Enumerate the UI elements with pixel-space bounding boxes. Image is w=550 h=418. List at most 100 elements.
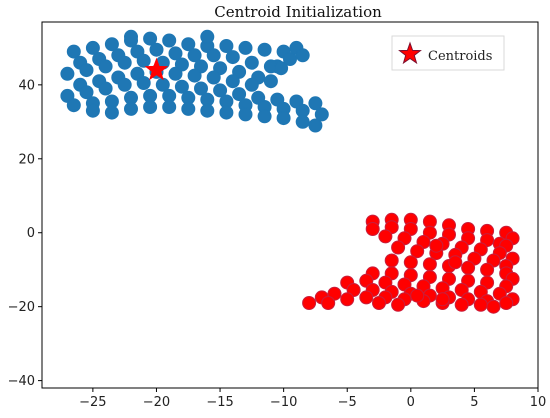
data-point — [66, 44, 81, 59]
data-point — [206, 48, 221, 63]
x-tick-label: 0 — [407, 395, 415, 410]
data-point — [435, 292, 450, 307]
x-tick-label: −25 — [79, 395, 106, 410]
data-point — [79, 63, 94, 78]
x-tick-label: 5 — [470, 395, 478, 410]
data-point — [181, 101, 196, 116]
data-point — [283, 52, 297, 66]
data-point — [124, 29, 138, 44]
data-point — [378, 229, 393, 244]
data-point — [85, 40, 100, 55]
data-point — [104, 37, 119, 52]
data-point — [238, 107, 253, 122]
data-point — [448, 255, 463, 270]
data-point — [274, 61, 289, 76]
data-point — [295, 114, 310, 129]
data-point — [480, 262, 495, 277]
data-point — [219, 105, 234, 120]
series-1 — [302, 212, 520, 314]
legend-star-shape — [398, 41, 422, 65]
data-point — [391, 240, 406, 255]
data-point — [473, 297, 488, 312]
x-tick-label: −15 — [206, 395, 233, 410]
data-point — [60, 66, 75, 81]
data-point — [295, 48, 310, 63]
data-point — [486, 299, 501, 314]
data-point — [98, 81, 113, 96]
legend-label: Centroids — [428, 49, 492, 64]
data-point — [213, 83, 228, 98]
data-point — [410, 288, 425, 303]
data-point — [302, 296, 317, 310]
data-point — [181, 37, 196, 52]
data-point — [244, 77, 259, 92]
legend: Centroids — [391, 35, 505, 71]
data-point — [219, 39, 234, 53]
data-point — [263, 74, 278, 89]
data-point — [136, 53, 151, 68]
data-point — [143, 100, 158, 114]
data-point — [124, 101, 138, 116]
data-point — [85, 103, 100, 118]
data-point — [321, 296, 336, 310]
data-point — [461, 260, 476, 275]
data-point — [79, 85, 94, 100]
data-point — [410, 244, 425, 259]
data-point — [168, 66, 183, 81]
data-point — [384, 253, 399, 268]
data-point — [66, 98, 81, 113]
data-point — [200, 103, 215, 118]
y-tick-label: −40 — [8, 374, 35, 389]
data-point — [359, 290, 374, 305]
x-tick-label: −5 — [338, 395, 357, 410]
data-point — [454, 297, 469, 312]
chart-title: Centroid Initialization — [214, 3, 382, 21]
data-point — [225, 50, 240, 65]
data-point — [365, 222, 380, 236]
data-point — [422, 257, 437, 272]
data-point — [187, 68, 202, 83]
data-point — [117, 55, 132, 70]
legend-star-icon — [398, 41, 422, 65]
data-point — [308, 96, 323, 111]
series-0 — [60, 29, 329, 133]
x-axis: −25 −20 −15 −10 −5 0 5 10 — [79, 388, 546, 410]
data-point — [168, 46, 183, 61]
data-point — [308, 118, 323, 133]
data-point — [162, 33, 177, 48]
data-point — [149, 42, 164, 57]
data-point — [200, 29, 215, 44]
data-point — [276, 111, 291, 126]
plot-frame — [41, 21, 539, 389]
y-tick-label: 0 — [27, 226, 35, 241]
data-point — [136, 76, 151, 90]
y-tick-label: 40 — [18, 78, 35, 93]
data-point — [257, 109, 272, 124]
y-axis: −40 −20 0 20 40 — [8, 78, 42, 389]
data-point — [244, 55, 259, 70]
data-point — [174, 79, 189, 94]
data-point — [391, 297, 406, 312]
data-point — [340, 292, 355, 307]
data-point — [238, 40, 253, 55]
data-point — [314, 107, 329, 122]
data-point — [429, 238, 444, 253]
data-point — [206, 70, 221, 85]
data-point — [162, 100, 177, 114]
data-point — [225, 74, 240, 89]
y-tick-label: −20 — [8, 300, 35, 315]
data-point — [187, 48, 202, 63]
data-point — [499, 296, 514, 310]
x-tick-label: −20 — [143, 395, 170, 410]
data-point — [104, 105, 119, 120]
centroid-star-icon — [144, 57, 169, 81]
data-point — [257, 42, 272, 57]
data-point — [194, 81, 208, 96]
data-point — [232, 87, 247, 102]
data-point — [143, 31, 158, 46]
plot-marks — [60, 29, 520, 314]
x-tick-label: 10 — [530, 395, 547, 410]
data-point — [117, 77, 132, 92]
data-point — [403, 255, 418, 270]
